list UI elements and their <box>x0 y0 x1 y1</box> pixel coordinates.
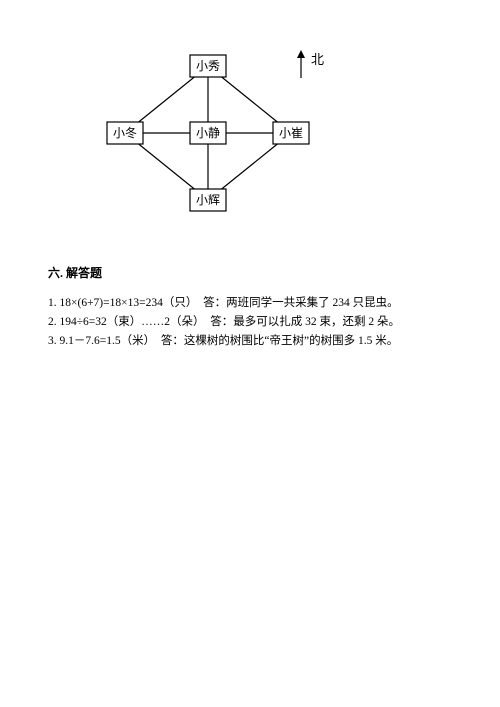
position-diagram: 小秀小冬 小静 小崔小辉 北 <box>103 38 373 228</box>
svg-text:小冬: 小冬 <box>113 125 137 140</box>
svg-text:小秀: 小秀 <box>196 59 220 73</box>
svg-text:小静: 小静 <box>196 126 220 140</box>
answer-1: 1. 18×(6+7)=18×13=234（只） 答：两班同学一共采集了 234… <box>48 295 452 313</box>
svg-text:北: 北 <box>311 52 324 67</box>
answer-3: 3. 9.1－7.6=1.5（米） 答：这棵树的树围比“帝王树”的树围多 1.5… <box>48 333 452 351</box>
section-title: 六. 解答题 <box>48 264 452 281</box>
diagram-svg: 小秀小冬 小静 小崔小辉 北 <box>103 38 373 228</box>
svg-text:小崔: 小崔 <box>279 126 303 140</box>
answer-2: 2. 194÷6=32（束）……2（朵） 答：最多可以扎成 32 束，还剩 2 … <box>48 314 452 332</box>
svg-text:小辉: 小辉 <box>196 193 220 207</box>
answers-block: 1. 18×(6+7)=18×13=234（只） 答：两班同学一共采集了 234… <box>48 295 452 350</box>
